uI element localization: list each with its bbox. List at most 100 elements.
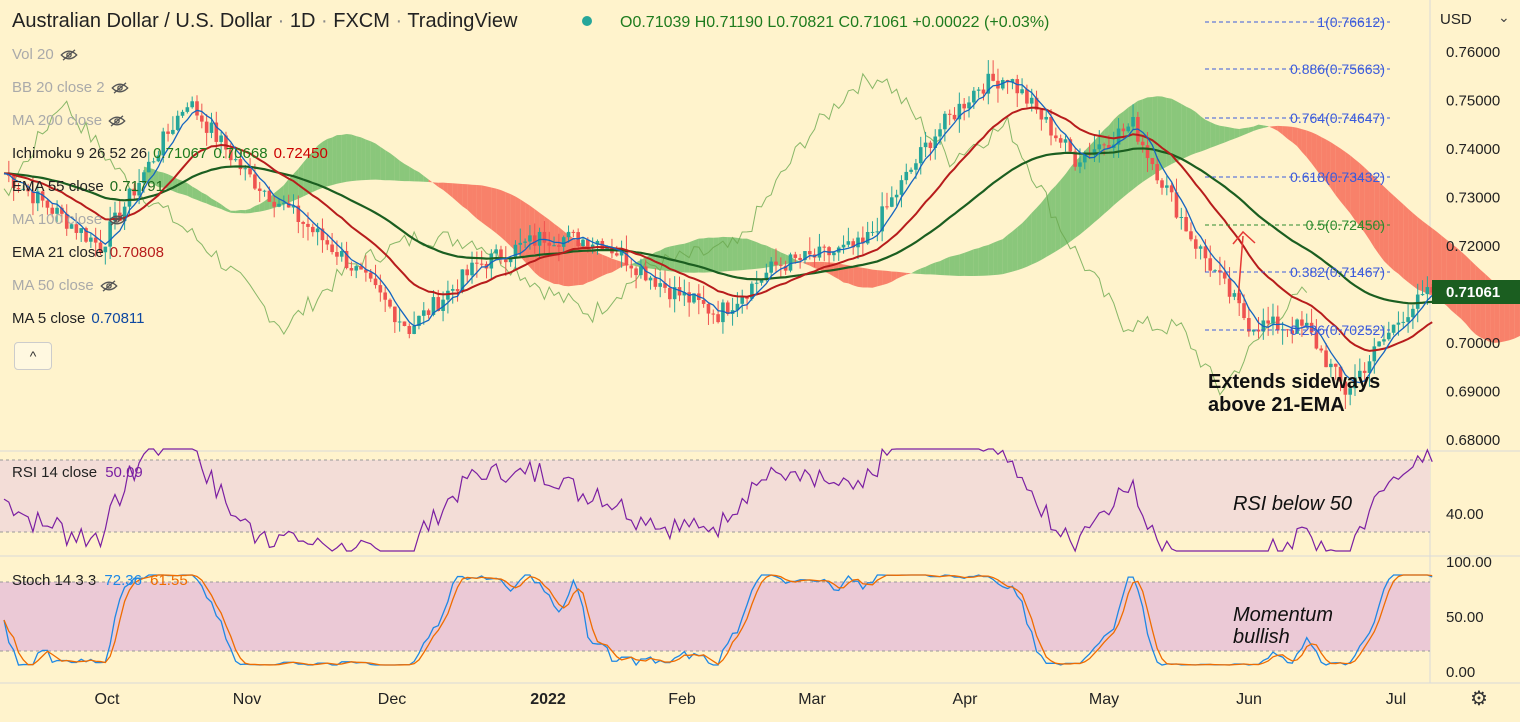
- candle-body: [1025, 89, 1029, 104]
- candle-body: [643, 266, 648, 281]
- cloud-segment: [891, 271, 897, 282]
- eye-crossed-icon[interactable]: [108, 115, 126, 127]
- eye-crossed-icon[interactable]: [60, 49, 78, 61]
- candle-body: [1126, 126, 1131, 132]
- candle-body: [981, 89, 986, 94]
- candle-body: [590, 244, 595, 249]
- candle-body: [200, 115, 204, 122]
- cloud-segment: [1166, 97, 1172, 167]
- collapse-legend-button[interactable]: ^: [14, 342, 52, 370]
- cloud-segment: [631, 262, 637, 267]
- symbol-name[interactable]: Australian Dollar / U.S. Dollar: [12, 10, 273, 32]
- candle-body: [586, 239, 590, 249]
- cloud-segment: [298, 162, 304, 199]
- cloud-segment: [964, 251, 969, 276]
- candle-body: [947, 113, 952, 115]
- cloud-segment: [467, 184, 473, 215]
- candle-body: [277, 203, 281, 207]
- candle-body: [335, 252, 339, 257]
- time-axis-label: Apr: [953, 691, 979, 708]
- candle-body: [74, 224, 79, 233]
- candle-body: [759, 279, 764, 283]
- annotation-rsi: RSI below 50: [1233, 493, 1352, 515]
- candle-body: [552, 245, 556, 247]
- candle-body: [436, 297, 441, 311]
- candle-body: [161, 131, 166, 156]
- legend-item-vol-20[interactable]: Vol 20: [12, 46, 78, 63]
- cloud-segment: [761, 244, 767, 269]
- candle-body: [1227, 278, 1232, 297]
- rsi-tick-label: 40.00: [1446, 506, 1484, 523]
- cloud-segment: [1017, 223, 1023, 271]
- cloud-segment: [481, 185, 487, 226]
- candle-body: [359, 266, 363, 270]
- candle-body: [383, 292, 387, 300]
- legend-item-ichimoku-9-26-52-26[interactable]: Ichimoku 9 26 52 26 0.71067 0.70668 0.72450: [12, 145, 334, 162]
- settings-gear-icon[interactable]: ⚙: [1470, 688, 1488, 710]
- candle-body: [1174, 192, 1179, 218]
- time-axis-label: Dec: [378, 691, 406, 708]
- price-tick-label: 0.73000: [1446, 190, 1500, 207]
- cloud-segment: [365, 139, 371, 180]
- candle-body: [938, 129, 942, 137]
- candle-body: [1039, 109, 1044, 120]
- cloud-segment: [356, 136, 362, 181]
- stoch-tick-label: 0.00: [1446, 664, 1475, 681]
- legend-value: 0.71791: [109, 178, 164, 195]
- legend-item-ema-21-close[interactable]: EMA 21 close 0.70808: [12, 244, 170, 261]
- cloud-segment: [404, 163, 410, 182]
- eye-crossed-icon[interactable]: [110, 82, 129, 94]
- cloud-segment: [693, 238, 699, 273]
- cloud-segment: [539, 212, 545, 280]
- annotation-price: Extends sideways above 21-EMA: [1208, 371, 1381, 416]
- candle-body: [1300, 319, 1304, 326]
- candle-body: [306, 223, 310, 227]
- candle-body: [1377, 341, 1381, 347]
- legend-label: Ichimoku 9 26 52 26: [12, 145, 148, 162]
- cloud-segment: [1393, 195, 1399, 274]
- candle-body: [745, 297, 749, 299]
- candle-body: [721, 302, 725, 323]
- legend-item-ma-200-close[interactable]: MA 200 close: [12, 112, 126, 129]
- candle-body: [311, 226, 315, 233]
- cloud-segment: [993, 240, 998, 276]
- cloud-segment: [1374, 176, 1380, 255]
- legend-item-bb-20-close-2[interactable]: BB 20 close 2: [12, 79, 129, 96]
- cloud-segment: [414, 169, 419, 182]
- candle-body: [214, 122, 219, 142]
- fib-level-label: 0.382(0.71467): [1290, 264, 1385, 280]
- rsi-band: [0, 460, 1430, 532]
- cloud-segment: [886, 270, 892, 284]
- eye-crossed-icon[interactable]: [100, 280, 118, 292]
- candle-body: [243, 168, 248, 170]
- legend-item-ma-5-close[interactable]: MA 5 close 0.70811: [12, 310, 150, 327]
- currency-dropdown-icon[interactable]: ⌄: [1498, 9, 1510, 25]
- cloud-segment: [418, 172, 424, 182]
- cloud-segment: [940, 258, 945, 276]
- legend-label: MA 100 close: [12, 211, 103, 228]
- legend-item-ma-100-close[interactable]: MA 100 close: [12, 211, 126, 228]
- candle-body: [1140, 141, 1145, 146]
- candle-body: [1000, 80, 1005, 89]
- legend-item-ma-50-close[interactable]: MA 50 close: [12, 277, 118, 294]
- candle-body: [397, 321, 402, 323]
- candle-body: [1083, 153, 1087, 163]
- cloud-segment: [341, 133, 347, 183]
- legend-label: EMA 21 close: [12, 244, 104, 261]
- candle-body: [122, 206, 127, 222]
- candle-body: [918, 147, 923, 164]
- candle-body: [619, 249, 624, 256]
- candle-body: [1222, 272, 1227, 279]
- candle-body: [368, 272, 373, 279]
- candle-body: [682, 292, 687, 296]
- candle-body: [470, 262, 474, 276]
- legend-item-ema-55-close[interactable]: EMA 55 close 0.71791: [12, 178, 170, 195]
- candle-body: [50, 207, 55, 214]
- interval[interactable]: 1D: [289, 10, 316, 32]
- currency-label[interactable]: USD: [1440, 11, 1472, 28]
- candle-body: [180, 111, 185, 116]
- cloud-segment: [544, 216, 550, 282]
- eye-crossed-icon[interactable]: [108, 214, 126, 226]
- candle-body: [904, 171, 909, 181]
